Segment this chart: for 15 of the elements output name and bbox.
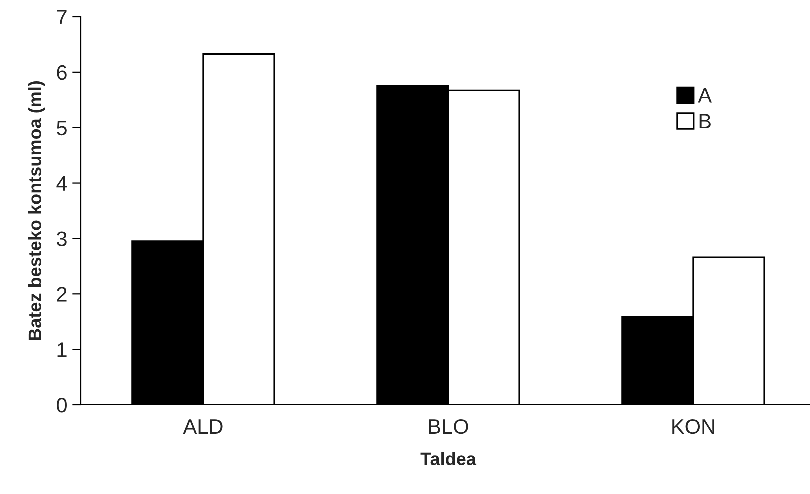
y-tick-label: 0 — [57, 398, 67, 413]
y-axis-title: Batez besteko kontsumoa (ml) — [28, 81, 46, 340]
y-tick-label: 3 — [57, 232, 67, 246]
y-tick-label: 5 — [57, 121, 67, 136]
x-tick-label: ALD — [183, 420, 223, 434]
legend-label: A — [698, 88, 712, 103]
legend-label: B — [700, 114, 711, 129]
y-tick-label: 7 — [57, 10, 67, 25]
y-tick-label: 4 — [56, 176, 68, 191]
x-tick-label: KON — [672, 419, 714, 434]
y-tick-label: 6 — [57, 65, 67, 80]
y-tick-label: 2 — [57, 287, 67, 302]
x-axis-title: Taldea — [420, 452, 477, 466]
y-tick-label: 1 — [58, 342, 67, 358]
x-tick-label: BLO — [429, 419, 468, 434]
